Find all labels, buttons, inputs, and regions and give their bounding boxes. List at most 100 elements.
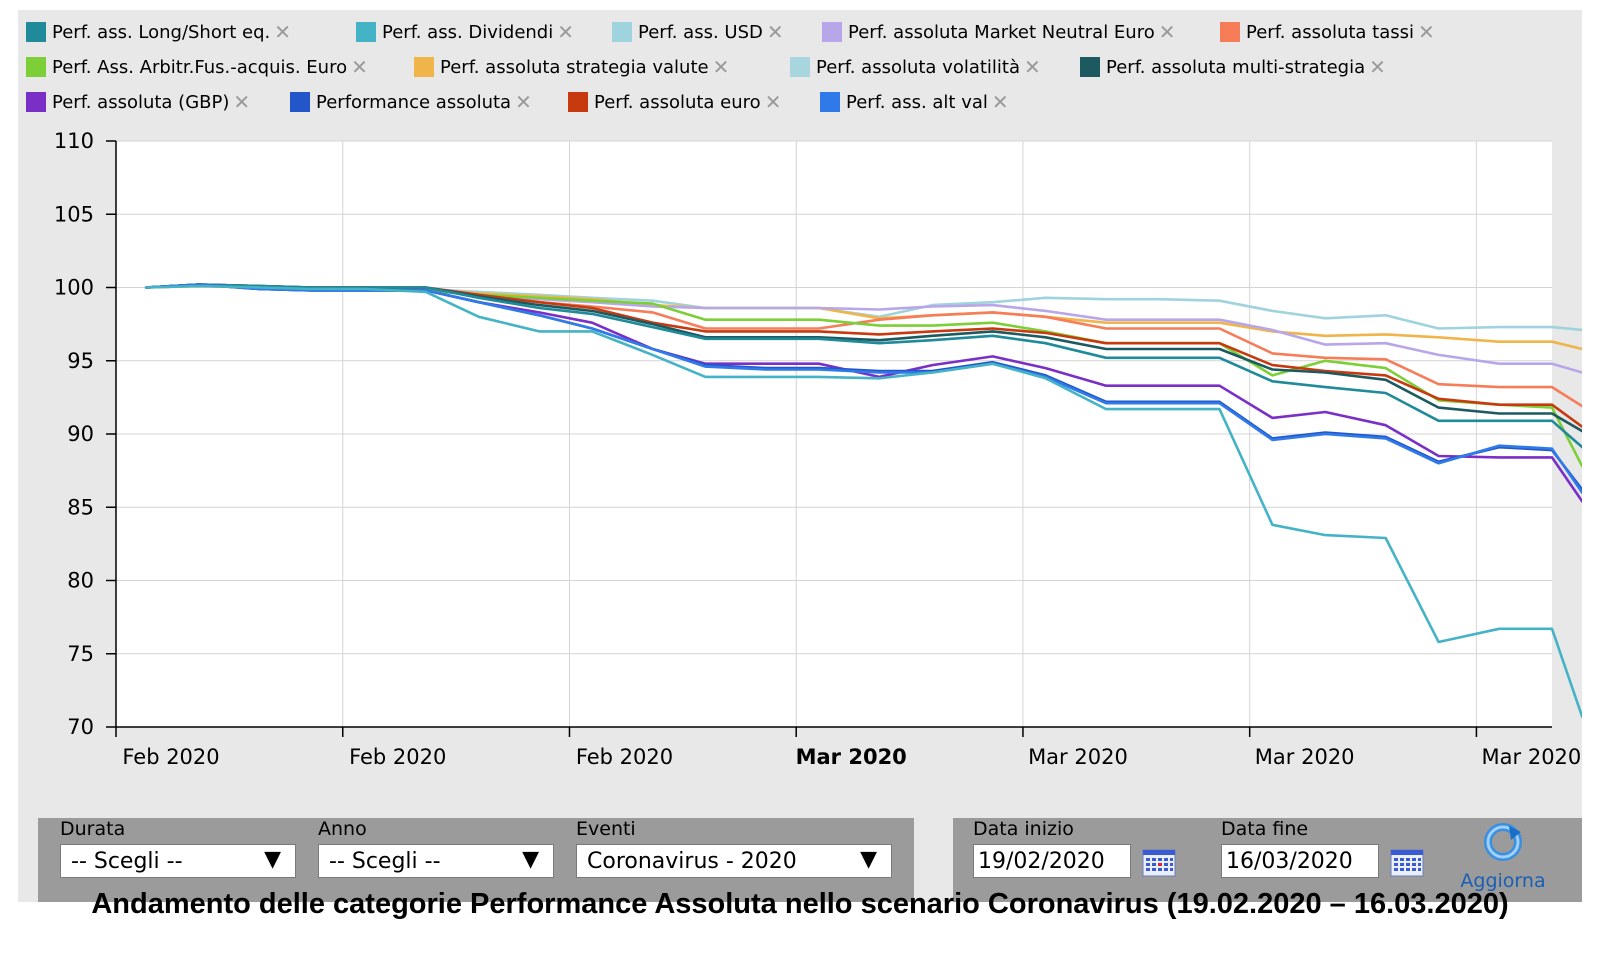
legend-swatch	[1080, 57, 1100, 77]
legend-swatch	[1220, 22, 1240, 42]
legend-swatch	[568, 92, 588, 112]
legend-item[interactable]: Perf. ass. Dividendi ✕	[356, 18, 574, 46]
legend-swatch	[26, 22, 46, 42]
legend-label: Perf. assoluta euro	[594, 91, 761, 113]
legend-label: Perf. Ass. Arbitr.Fus.-acquis. Euro	[52, 56, 348, 78]
data-fine-input[interactable]: 16/03/2020	[1221, 844, 1379, 878]
figure-caption: Andamento delle categorie Performance As…	[91, 888, 1509, 920]
legend-item[interactable]: Perf. assoluta euro ✕	[568, 88, 781, 116]
anno-select[interactable]: -- Scegli -- ▼	[318, 844, 554, 878]
legend-row: Perf. assoluta (GBP) ✕ Performance assolut…	[26, 86, 1576, 121]
legend-item[interactable]: Perf. assoluta multi-strategia ✕	[1080, 53, 1386, 81]
legend-item[interactable]: Perf. ass. USD ✕	[612, 18, 784, 46]
legend-swatch	[26, 57, 46, 77]
legend-label: Perf. assoluta volatilità	[816, 56, 1021, 78]
legend-label: Perf. ass. alt val	[846, 91, 988, 113]
close-icon[interactable]: ✕	[1024, 55, 1041, 79]
legend-item[interactable]: Perf. assoluta tassi ✕	[1220, 18, 1435, 46]
line-chart: 70 75 80 85 90 95 100 105 110 Feb 2020 Feb 2020 Feb…	[54, 129, 1582, 769]
legend-item[interactable]: Performance assoluta ✕	[290, 88, 532, 116]
close-icon[interactable]: ✕	[515, 90, 532, 114]
legend-label: Perf. ass. USD	[638, 21, 763, 43]
x-tick-label: Mar 2020	[1255, 745, 1355, 769]
eventi-label: Eventi	[576, 818, 636, 840]
close-icon[interactable]: ✕	[1418, 20, 1435, 44]
legend-swatch	[26, 92, 46, 112]
legend-swatch	[414, 57, 434, 77]
legend-swatch	[356, 22, 376, 42]
series-line	[144, 283, 1582, 449]
legend-item[interactable]: Perf. ass. alt val ✕	[820, 88, 1009, 116]
y-tick-label: 100	[54, 276, 94, 300]
y-tick-label: 75	[67, 642, 94, 666]
legend-label: Perf. assoluta tassi	[1246, 21, 1415, 43]
legend-label: Perf. ass. Dividendi	[382, 21, 554, 43]
legend-item[interactable]: Perf. assoluta (GBP) ✕	[26, 88, 250, 116]
close-icon[interactable]: ✕	[557, 20, 575, 44]
durata-label: Durata	[60, 818, 126, 840]
close-icon[interactable]: ✕	[233, 90, 251, 114]
refresh-label: Aggiorna	[1460, 870, 1546, 892]
close-icon[interactable]: ✕	[1369, 55, 1386, 79]
legend-label: Perf. assoluta multi-strategia	[1106, 56, 1366, 78]
x-tick-label: Mar 2020	[1482, 745, 1582, 769]
legend-row: Perf. Ass. Arbitr.Fus.-acquis. Euro ✕ Perf…	[26, 51, 1576, 86]
y-tick-label: 110	[54, 129, 94, 153]
close-icon[interactable]: ✕	[274, 20, 292, 44]
legend-label: Performance assoluta	[316, 91, 512, 113]
legend-item[interactable]: Perf. ass. Long/Short eq. ✕	[26, 18, 291, 46]
refresh-icon	[1484, 823, 1522, 861]
legend-item[interactable]: Perf. assoluta strategia valute ✕	[414, 53, 729, 81]
x-tick-label: Mar 2020	[1028, 745, 1128, 769]
x-tick-label: Feb 2020	[349, 745, 446, 769]
legend-label: Perf. assoluta (GBP)	[52, 91, 230, 113]
close-icon[interactable]: ✕	[1158, 20, 1176, 44]
data-inizio-input[interactable]: 19/02/2020	[973, 844, 1131, 878]
close-icon[interactable]: ✕	[991, 90, 1009, 114]
legend-label: Perf. ass. Long/Short eq.	[52, 21, 271, 43]
legend-swatch	[790, 57, 810, 77]
x-tick-label: Feb 2020	[122, 745, 219, 769]
calendar-icon[interactable]	[1142, 849, 1176, 877]
dropdown-arrow-icon: ▼	[522, 847, 539, 872]
close-icon[interactable]: ✕	[766, 20, 784, 44]
chart-panel: Perf. ass. Long/Short eq. ✕ Perf. ass. Div…	[18, 10, 1582, 902]
close-icon[interactable]: ✕	[351, 55, 368, 79]
durata-select[interactable]: -- Scegli -- ▼	[60, 844, 296, 878]
durata-value: -- Scegli --	[71, 848, 183, 874]
y-tick-label: 85	[67, 495, 94, 519]
x-tick-label: Mar 2020	[796, 745, 907, 769]
dropdown-arrow-icon: ▼	[860, 847, 877, 872]
y-tick-label: 70	[67, 715, 94, 739]
date-bar: Data inizio 19/02/2020 Data fine 16/03/2…	[953, 818, 1582, 902]
x-tick-label: Feb 2020	[576, 745, 673, 769]
data-fine-label: Data fine	[1221, 818, 1309, 840]
y-tick-label: 105	[54, 202, 94, 226]
legend-row: Perf. ass. Long/Short eq. ✕ Perf. ass. Div…	[26, 16, 1576, 51]
close-icon[interactable]: ✕	[764, 90, 782, 114]
legend: Perf. ass. Long/Short eq. ✕ Perf. ass. Div…	[26, 16, 1576, 121]
data-inizio-label: Data inizio	[973, 818, 1074, 840]
legend-label: Perf. assoluta strategia valute	[440, 56, 709, 78]
refresh-button[interactable]: Aggiorna	[1443, 820, 1563, 900]
legend-swatch	[822, 22, 842, 42]
y-tick-label: 90	[67, 422, 94, 446]
eventi-value: Coronavirus - 2020	[587, 848, 797, 874]
y-tick-label: 80	[67, 569, 94, 593]
calendar-icon[interactable]	[1390, 849, 1424, 877]
legend-item[interactable]: Perf. Ass. Arbitr.Fus.-acquis. Euro ✕	[26, 53, 368, 81]
series-line	[144, 284, 1582, 718]
eventi-select[interactable]: Coronavirus - 2020 ▼	[576, 844, 892, 878]
legend-label: Perf. assoluta Market Neutral Euro	[848, 21, 1155, 43]
anno-value: -- Scegli --	[329, 848, 441, 874]
legend-swatch	[612, 22, 632, 42]
close-icon[interactable]: ✕	[712, 55, 730, 79]
dropdown-arrow-icon: ▼	[264, 847, 281, 872]
legend-swatch	[820, 92, 840, 112]
legend-swatch	[290, 92, 310, 112]
filter-bar: Durata -- Scegli -- ▼ Anno -- Scegli -- …	[38, 818, 914, 902]
legend-item[interactable]: Perf. assoluta Market Neutral Euro ✕	[822, 18, 1176, 46]
y-tick-label: 95	[67, 349, 94, 373]
legend-item[interactable]: Perf. assoluta volatilità ✕	[790, 53, 1041, 81]
anno-label: Anno	[318, 818, 367, 840]
